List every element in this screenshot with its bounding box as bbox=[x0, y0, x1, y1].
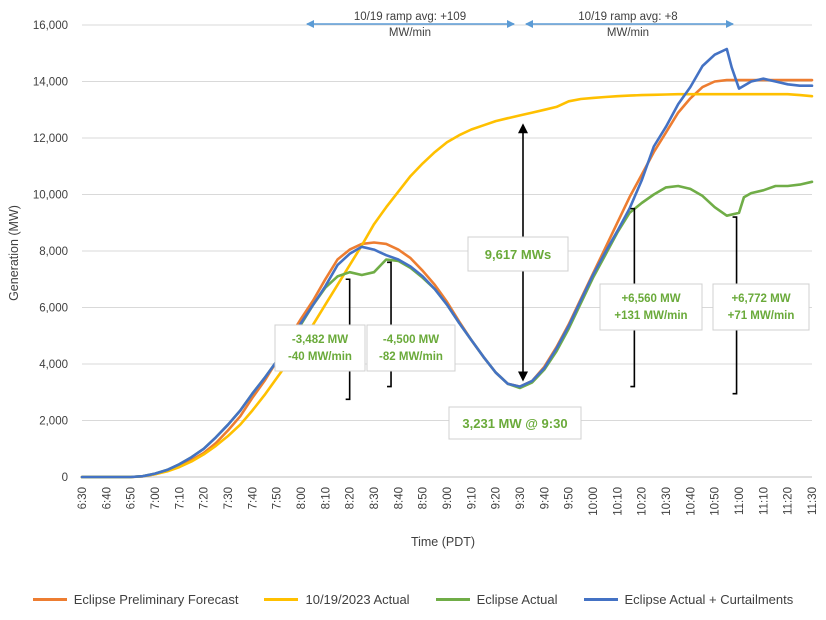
ramp-label-2-line1: 10/19 ramp avg: +8 bbox=[578, 11, 677, 23]
svg-text:3,231 MW @ 9:30: 3,231 MW @ 9:30 bbox=[462, 416, 567, 431]
legend: Eclipse Preliminary Forecast 10/19/2023 … bbox=[0, 592, 826, 607]
y-axis-title: Generation (MW) bbox=[7, 205, 21, 301]
x-tick-7:30: 7:30 bbox=[223, 487, 235, 509]
x-axis-title: Time (PDT) bbox=[411, 535, 475, 549]
x-tick-9:00: 9:00 bbox=[442, 487, 454, 509]
ramp-label-1-line1: 10/19 ramp avg: +109 bbox=[354, 11, 466, 23]
x-tick-6:40: 6:40 bbox=[101, 487, 113, 509]
x-tick-8:30: 8:30 bbox=[369, 487, 381, 509]
y-tick-10000: 10,000 bbox=[33, 190, 68, 202]
x-tick-10:20: 10:20 bbox=[637, 487, 649, 516]
y-tick-12000: 12,000 bbox=[33, 133, 68, 145]
x-tick-9:10: 9:10 bbox=[466, 487, 478, 509]
x-tick-10:00: 10:00 bbox=[588, 487, 600, 516]
y-tick-6000: 6,000 bbox=[39, 303, 68, 315]
legend-label-eclipse-actual: Eclipse Actual bbox=[476, 592, 558, 607]
x-tick-10:50: 10:50 bbox=[710, 487, 722, 516]
x-tick-11:00: 11:00 bbox=[734, 487, 746, 515]
legend-label-forecast: Eclipse Preliminary Forecast bbox=[73, 592, 239, 607]
series-line-1 bbox=[80, 92, 814, 479]
x-tick-6:50: 6:50 bbox=[126, 487, 138, 509]
svg-text:+6,560 MW: +6,560 MW bbox=[621, 293, 680, 305]
svg-text:-82 MW/min: -82 MW/min bbox=[379, 351, 443, 363]
x-tick-11:30: 11:30 bbox=[807, 487, 819, 515]
svg-text:-40 MW/min: -40 MW/min bbox=[288, 351, 352, 363]
svg-text:-3,482 MW: -3,482 MW bbox=[292, 334, 348, 346]
legend-swatch-forecast bbox=[32, 598, 67, 601]
legend-swatch-1019-actual bbox=[264, 598, 299, 601]
x-tick-9:20: 9:20 bbox=[491, 487, 503, 509]
svg-text:-4,500 MW: -4,500 MW bbox=[383, 334, 439, 346]
x-tick-8:10: 8:10 bbox=[320, 487, 332, 509]
y-tick-4000: 4,000 bbox=[39, 359, 68, 371]
svg-text:+6,772 MW: +6,772 MW bbox=[731, 293, 790, 305]
callout-drop-1: -3,482 MW -40 MW/min bbox=[274, 324, 366, 372]
x-tick-10:10: 10:10 bbox=[612, 487, 624, 516]
callout-minimum: 3,231 MW @ 9:30 bbox=[448, 406, 582, 440]
generation-chart: 0 2,000 4,000 6,000 8,000 10,000 12,000 14,000 1… bbox=[7, 11, 819, 549]
x-tick-8:40: 8:40 bbox=[393, 487, 405, 509]
legend-label-curtailments: Eclipse Actual + Curtailments bbox=[624, 592, 794, 607]
x-tick-6:30: 6:30 bbox=[77, 487, 89, 509]
legend-swatch-curtailments bbox=[583, 598, 618, 601]
x-tick-8:20: 8:20 bbox=[345, 487, 357, 509]
callout-rise-2: +6,772 MW +71 MW/min bbox=[712, 283, 810, 331]
x-tick-11:10: 11:10 bbox=[758, 487, 770, 515]
x-tick-7:50: 7:50 bbox=[272, 487, 284, 509]
y-tick-labels: 0 2,000 4,000 6,000 8,000 10,000 12,000 14,000 1… bbox=[33, 20, 68, 484]
x-tick-9:40: 9:40 bbox=[539, 487, 551, 509]
series-lines bbox=[80, 47, 814, 479]
x-tick-9:50: 9:50 bbox=[564, 487, 576, 509]
y-tick-2000: 2,000 bbox=[39, 416, 68, 428]
x-tick-labels: 6:30 6:40 6:50 7:00 7:10 7:20 7:30 7:40 7:50 8:00… bbox=[77, 487, 819, 516]
svg-text:+131 MW/min: +131 MW/min bbox=[614, 310, 687, 322]
series-line-0 bbox=[80, 78, 814, 479]
x-tick-10:30: 10:30 bbox=[661, 487, 673, 516]
x-tick-7:00: 7:00 bbox=[150, 487, 162, 509]
callout-drop-2: -4,500 MW -82 MW/min bbox=[366, 324, 456, 372]
legend-item-forecast: Eclipse Preliminary Forecast bbox=[32, 592, 239, 607]
gridlines bbox=[82, 24, 812, 478]
series-line-3 bbox=[80, 47, 814, 479]
x-tick-11:20: 11:20 bbox=[783, 487, 795, 515]
legend-label-1019-actual: 10/19/2023 Actual bbox=[305, 592, 410, 607]
x-tick-7:40: 7:40 bbox=[247, 487, 259, 509]
ramp-label-2-line2: MW/min bbox=[607, 27, 649, 39]
legend-swatch-eclipse-actual bbox=[435, 598, 470, 601]
callout-swing: 9,617 MWs bbox=[467, 236, 569, 272]
x-tick-9:30: 9:30 bbox=[515, 487, 527, 509]
ramp-label-1-line2: MW/min bbox=[389, 27, 431, 39]
y-tick-8000: 8,000 bbox=[39, 246, 68, 258]
x-tick-7:10: 7:10 bbox=[174, 487, 186, 509]
y-tick-14000: 14,000 bbox=[33, 77, 68, 89]
y-tick-0: 0 bbox=[62, 472, 68, 484]
x-tick-7:20: 7:20 bbox=[199, 487, 211, 509]
callout-rise-1: +6,560 MW +131 MW/min bbox=[599, 283, 703, 331]
legend-item-eclipse-actual: Eclipse Actual bbox=[435, 592, 558, 607]
x-tick-8:50: 8:50 bbox=[418, 487, 430, 509]
x-tick-10:40: 10:40 bbox=[685, 487, 697, 516]
x-tick-8:00: 8:00 bbox=[296, 487, 308, 509]
legend-item-1019-actual: 10/19/2023 Actual bbox=[264, 592, 410, 607]
y-tick-16000: 16,000 bbox=[33, 20, 68, 32]
bracket-drop-2 bbox=[387, 261, 392, 388]
svg-text:+71 MW/min: +71 MW/min bbox=[728, 310, 795, 322]
svg-text:9,617 MWs: 9,617 MWs bbox=[485, 247, 551, 262]
legend-item-curtailments: Eclipse Actual + Curtailments bbox=[583, 592, 794, 607]
